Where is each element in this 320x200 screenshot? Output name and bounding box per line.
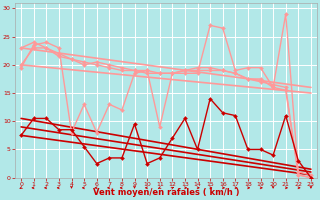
X-axis label: Vent moyen/en rafales ( km/h ): Vent moyen/en rafales ( km/h ) [93,188,239,197]
